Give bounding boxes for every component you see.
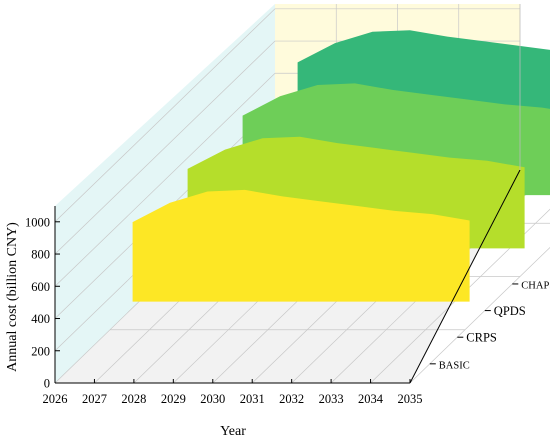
side-wall: [55, 4, 275, 383]
series-area-basic: [132, 189, 470, 302]
series-label-crps: CRPS: [466, 331, 497, 345]
side-grid-line: [54, 73, 276, 287]
x-tick-label: 2028: [121, 392, 146, 406]
y-tick-label: 0: [44, 377, 50, 391]
y-axis-title: Annual cost (billion CNY): [5, 222, 20, 372]
x-tick-label: 2030: [200, 392, 225, 406]
side-grid-line: [54, 8, 276, 223]
x-tick-label: 2031: [240, 392, 265, 406]
series-label-qpds: QPDS: [494, 304, 526, 318]
series-axis-labels: BASIC CRPS QPDS CHAPS: [429, 280, 550, 371]
y-tick-label: 600: [31, 280, 50, 294]
y-tick-label: 1000: [25, 215, 50, 229]
x-tick-label: 2027: [82, 392, 107, 406]
series-layers: [132, 30, 550, 302]
x-tick-label: 2029: [161, 392, 186, 406]
series-label-basic: BASIC: [439, 360, 470, 371]
x-tick-label: 2033: [319, 392, 344, 406]
series-label-chaps: CHAPS: [521, 280, 550, 291]
x-tick-label: 2032: [279, 392, 304, 406]
x-tick-label: 2035: [398, 392, 423, 406]
axis-frame: [54, 4, 521, 384]
y-tick-label: 400: [31, 312, 50, 326]
side-grid-line: [54, 40, 276, 255]
y-axis-ticks: 0 200 400 600 800 1000: [25, 215, 60, 391]
y-tick-label: 800: [31, 248, 50, 262]
x-axis-title: Year: [220, 424, 246, 439]
y-tick-label: 200: [31, 344, 50, 358]
x-axis-ticks: 2026 2027 2028 2029 2030 2031 2032 2033 2034 2035: [43, 379, 423, 406]
x-tick-label: 2034: [358, 392, 384, 406]
x-tick-label: 2026: [43, 392, 68, 406]
depth-axis-line: [409, 169, 521, 384]
